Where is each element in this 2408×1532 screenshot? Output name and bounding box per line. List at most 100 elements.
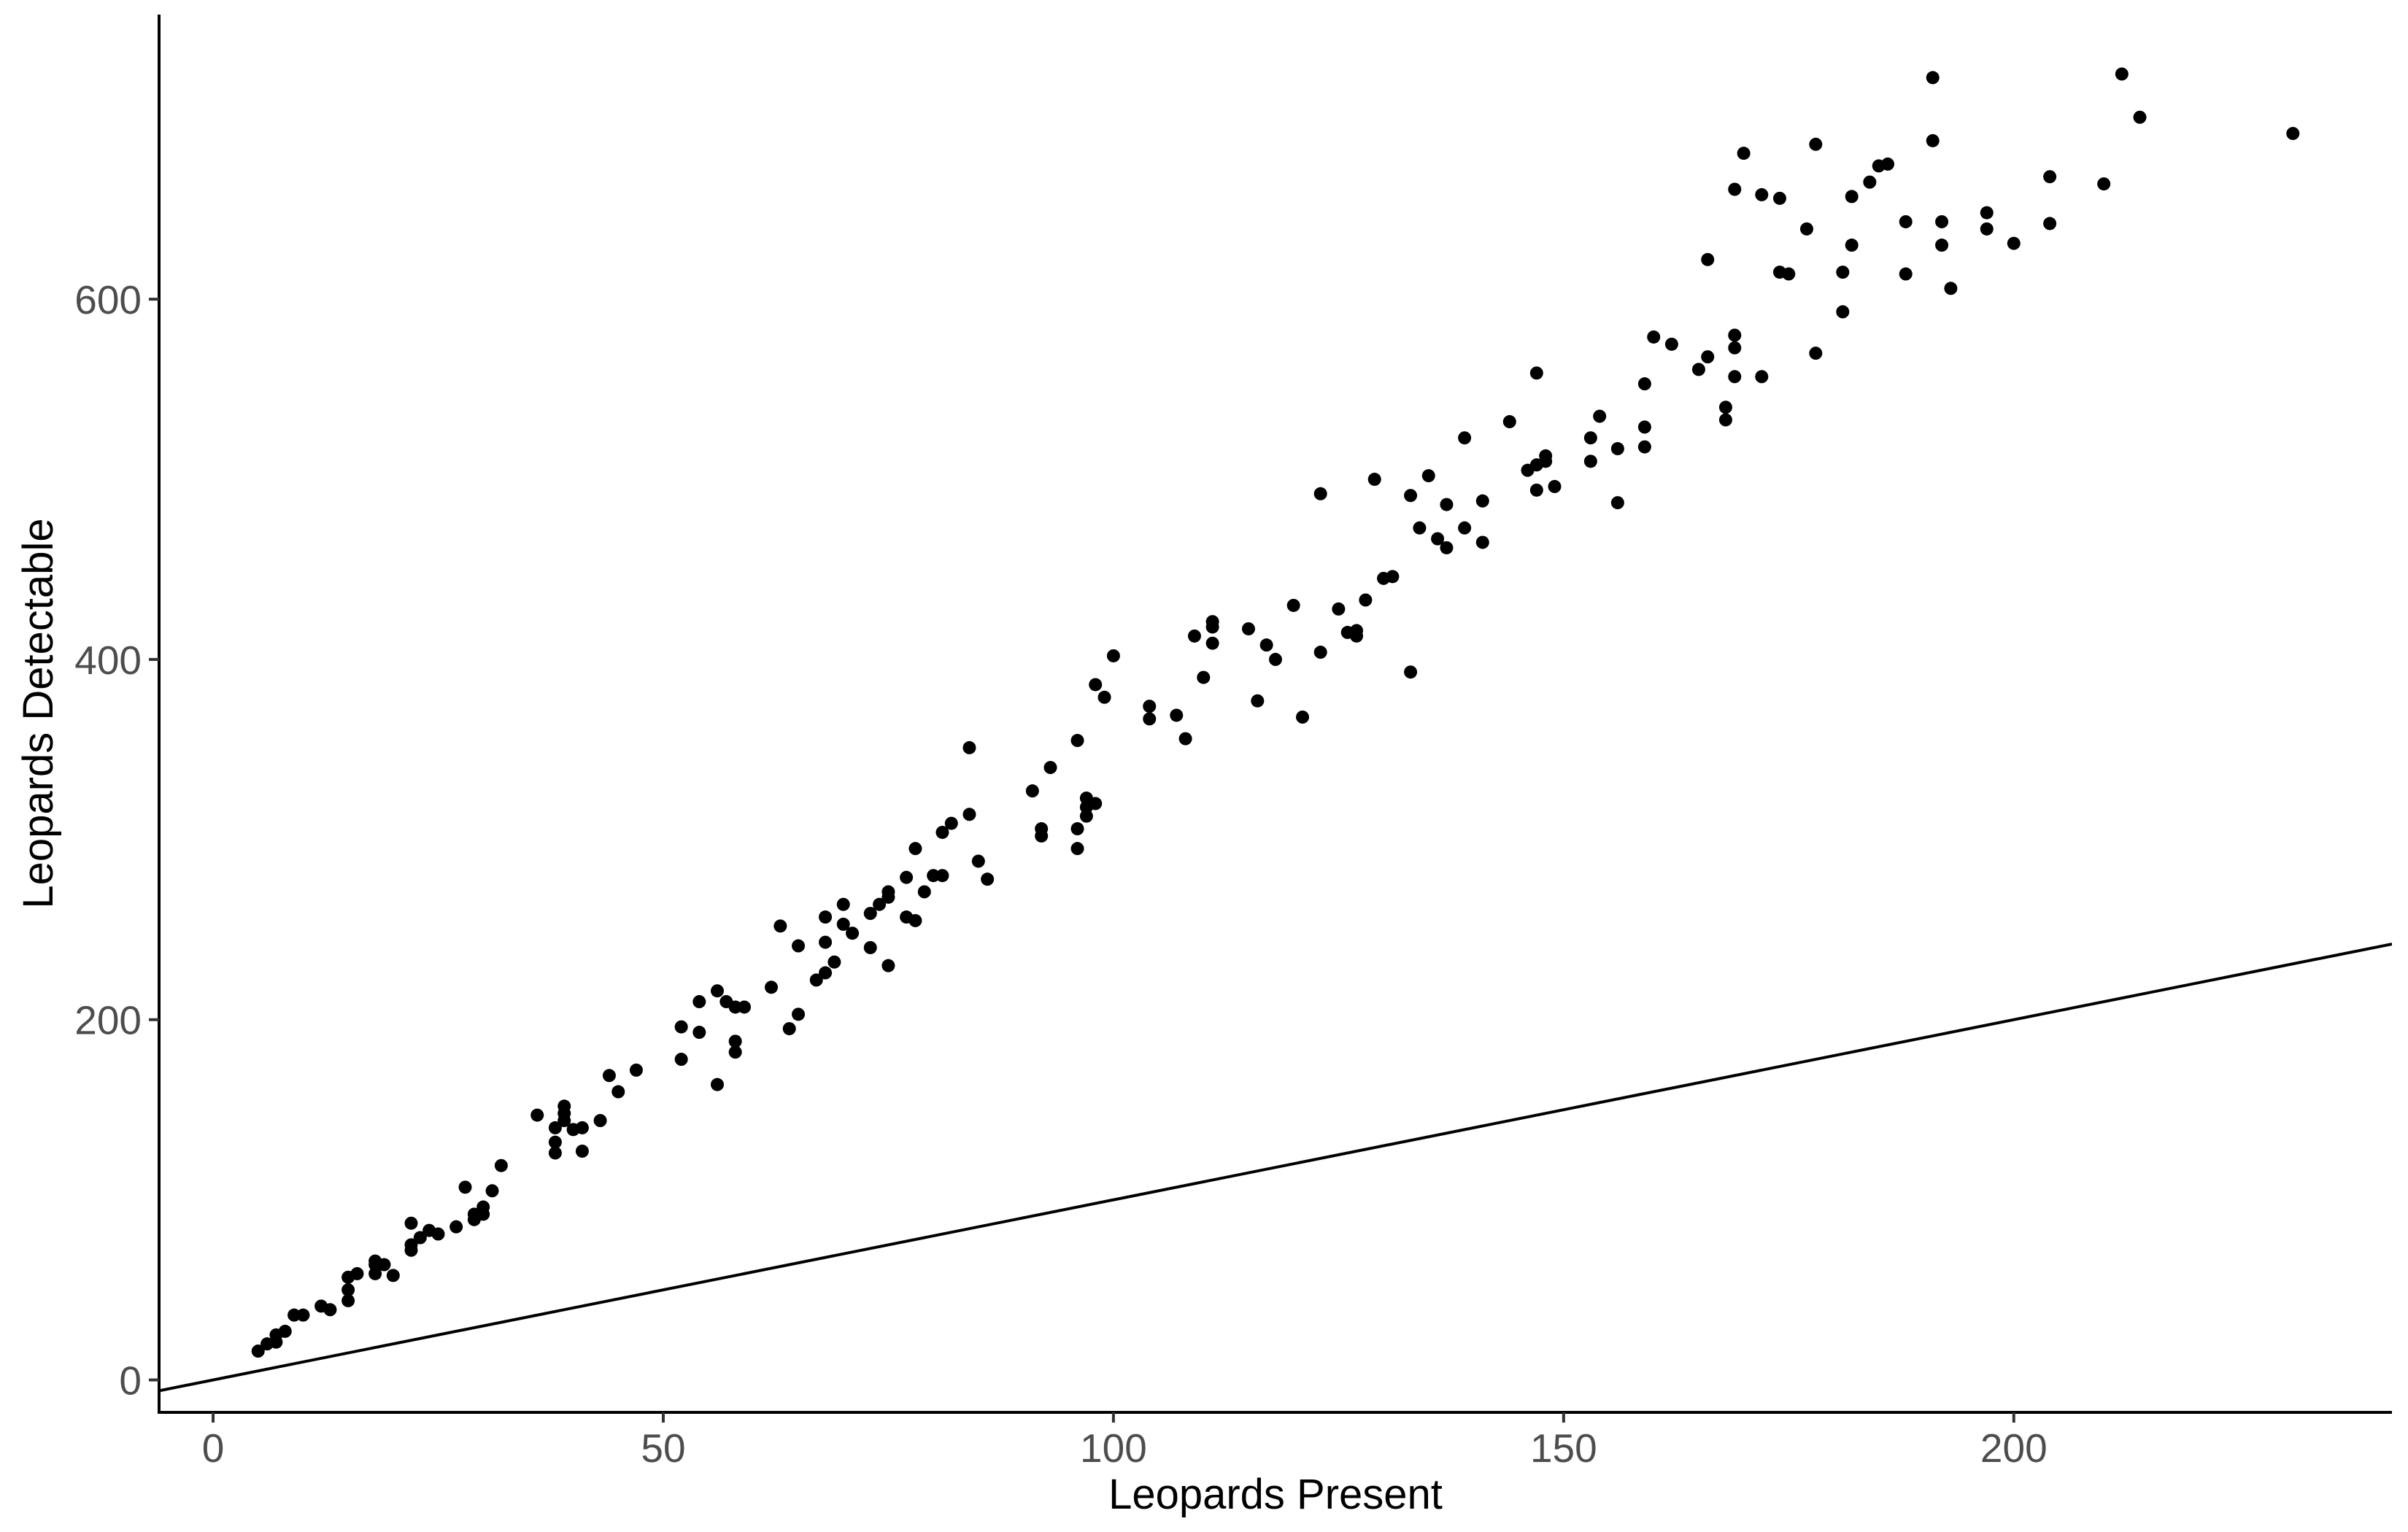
data-point <box>1070 734 1084 748</box>
data-point <box>467 1207 481 1221</box>
data-point <box>962 740 976 754</box>
data-point <box>728 1000 742 1014</box>
data-point <box>1583 454 1597 468</box>
data-point <box>1728 341 1742 355</box>
data-point <box>1197 670 1211 684</box>
x-ticks: 0 50 100 150 200 <box>202 1412 2048 1471</box>
data-point <box>1637 440 1651 454</box>
data-point <box>728 1034 742 1048</box>
data-point <box>2133 110 2147 124</box>
reference-line-layer <box>159 943 2392 1393</box>
data-point <box>1035 822 1049 836</box>
data-point <box>1845 239 1859 252</box>
data-point <box>692 995 706 1009</box>
data-point <box>782 1022 796 1036</box>
data-point <box>1205 615 1219 629</box>
data-point <box>278 1324 292 1338</box>
data-point <box>1718 401 1732 414</box>
data-point <box>593 1114 607 1128</box>
data-point <box>386 1269 400 1283</box>
data-point <box>602 1069 616 1083</box>
data-point <box>548 1135 562 1149</box>
data-point <box>413 1231 427 1245</box>
data-point <box>548 1121 562 1134</box>
data-point <box>341 1283 355 1297</box>
data-point <box>1367 473 1381 487</box>
data-point <box>2097 177 2111 191</box>
data-point <box>1772 191 1786 205</box>
data-point <box>1647 330 1661 344</box>
data-point <box>1899 214 1913 228</box>
data-point <box>836 897 850 911</box>
data-point <box>917 885 931 899</box>
data-point <box>1583 431 1597 445</box>
x-axis-title: Leopards Present <box>1108 1471 1443 1518</box>
data-point <box>1539 449 1553 463</box>
y-tick-label: 200 <box>74 998 142 1043</box>
data-point <box>1863 175 1877 189</box>
data-point <box>494 1158 508 1172</box>
data-point <box>1836 266 1850 279</box>
data-point <box>1404 665 1418 679</box>
x-tick-label: 0 <box>202 1425 225 1471</box>
data-point <box>1359 593 1373 607</box>
data-point <box>1728 328 1742 342</box>
data-point <box>288 1308 301 1322</box>
data-point <box>377 1258 391 1272</box>
data-point <box>1610 496 1624 510</box>
x-tick-label: 100 <box>1080 1425 1147 1471</box>
data-point <box>1809 137 1823 151</box>
data-point <box>1440 541 1454 554</box>
y-axis-title: Leopards Detectable <box>15 518 62 908</box>
data-point <box>1980 206 1994 220</box>
data-point <box>1251 694 1265 708</box>
y-tick-label: 400 <box>74 638 142 683</box>
data-point <box>773 919 787 933</box>
data-point <box>1782 267 1796 281</box>
data-point <box>1755 370 1769 384</box>
data-point <box>1755 187 1769 201</box>
data-point <box>1475 535 1489 549</box>
data-point <box>323 1303 337 1317</box>
data-point <box>1286 598 1300 612</box>
reference-line <box>159 943 2392 1393</box>
data-point <box>819 910 833 924</box>
data-point <box>575 1121 589 1134</box>
data-point <box>827 955 841 969</box>
data-point <box>863 940 877 954</box>
data-point <box>1458 431 1472 445</box>
data-point <box>1332 602 1346 616</box>
data-point <box>1935 214 1949 228</box>
y-tick-label: 0 <box>119 1358 142 1404</box>
data-point <box>846 926 860 940</box>
data-point <box>971 854 985 868</box>
data-point <box>1106 649 1120 662</box>
data-point <box>1664 337 1678 351</box>
data-point <box>1809 347 1823 360</box>
data-point <box>1421 469 1435 483</box>
data-point <box>1881 157 1895 171</box>
data-point <box>1529 483 1543 497</box>
data-point <box>944 816 958 830</box>
data-point <box>1070 842 1084 856</box>
x-tick-label: 50 <box>641 1425 685 1471</box>
data-point <box>1593 409 1607 423</box>
data-point <box>1296 710 1310 724</box>
data-point <box>1089 678 1103 692</box>
data-point <box>711 984 724 998</box>
data-point <box>1259 638 1273 652</box>
data-point <box>674 1020 688 1034</box>
data-point <box>819 966 833 980</box>
data-point <box>1701 252 1715 266</box>
data-point <box>2286 126 2300 140</box>
data-point <box>449 1220 463 1234</box>
data-point <box>792 939 806 953</box>
data-point <box>738 1000 752 1014</box>
data-point <box>1458 521 1472 535</box>
data-point <box>2115 67 2129 81</box>
data-point <box>2043 217 2057 231</box>
data-point <box>1728 182 1742 196</box>
data-point <box>548 1146 562 1160</box>
data-point <box>404 1238 418 1252</box>
data-point <box>1610 442 1624 456</box>
